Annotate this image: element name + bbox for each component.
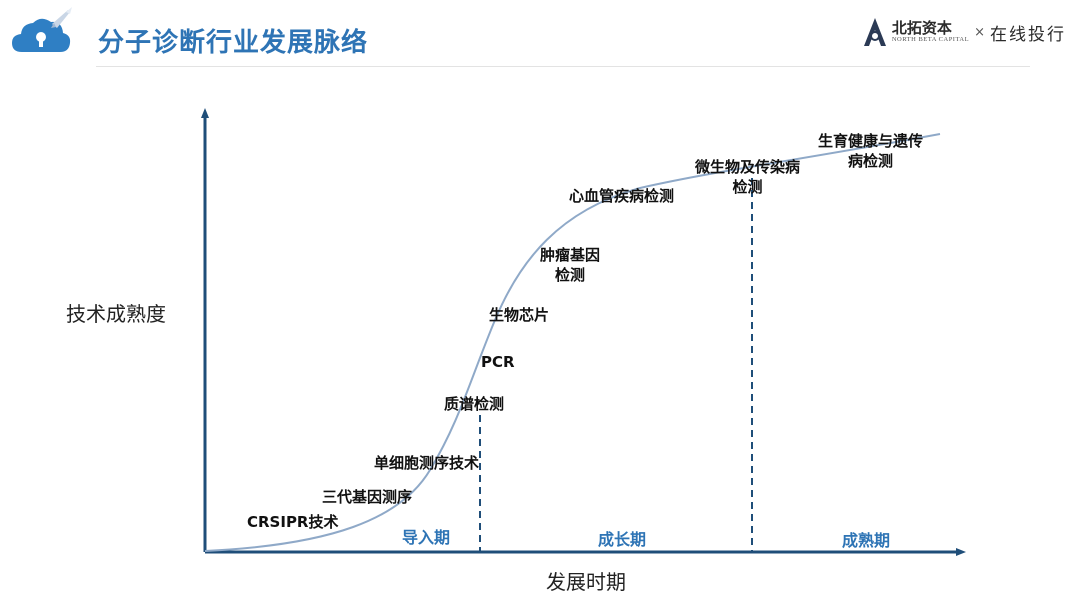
milestone-cardiovascular-testing: 心血管疾病检测 xyxy=(569,187,675,205)
brand-separator: × xyxy=(974,24,985,40)
cloud-lock-rocket-icon xyxy=(12,7,72,52)
milestone-crispr: CRSIPR技术 xyxy=(247,513,339,531)
milestone-pcr: PCR xyxy=(481,353,515,371)
stage-label-introduction: 导入期 xyxy=(402,528,451,547)
y-axis-label: 技术成熟度 xyxy=(66,302,166,326)
milestone-mass-spectrometry: 质谱检测 xyxy=(444,395,505,413)
partner-name: 在线投行 xyxy=(990,24,1066,45)
header-divider xyxy=(96,66,1030,67)
milestone-tumor-gene-testing: 肿瘤基因 检测 xyxy=(540,246,601,284)
brand-name-cn: 北拓资本 xyxy=(891,19,952,37)
brand-name-block: 北拓资本 NORTH BETA CAPITAL xyxy=(892,20,969,44)
brand-name-en: NORTH BETA CAPITAL xyxy=(891,36,970,43)
brand-lockup: 北拓资本 NORTH BETA CAPITAL × 在线投行 xyxy=(862,14,1066,50)
stage-label-growth: 成长期 xyxy=(598,530,647,549)
milestone-infectious-disease-testing: 微生物及传染病 检测 xyxy=(695,158,801,196)
milestone-single-cell-sequencing: 单细胞测序技术 xyxy=(374,454,480,472)
maturity-curve xyxy=(204,133,941,552)
y-axis-arrow xyxy=(201,108,209,118)
milestone-biochip: 生物芯片 xyxy=(489,306,550,324)
milestone-third-gen-sequencing: 三代基因测序 xyxy=(322,488,413,506)
x-axis-label: 发展时期 xyxy=(546,570,626,594)
north-beta-capital-logo xyxy=(863,18,886,46)
page-title: 分子诊断行业发展脉络 xyxy=(98,28,369,58)
stage-label-maturity: 成熟期 xyxy=(842,531,891,550)
x-axis-arrow xyxy=(956,548,966,556)
milestone-reproductive-genetic-testing: 生育健康与遗传 病检测 xyxy=(818,132,924,170)
